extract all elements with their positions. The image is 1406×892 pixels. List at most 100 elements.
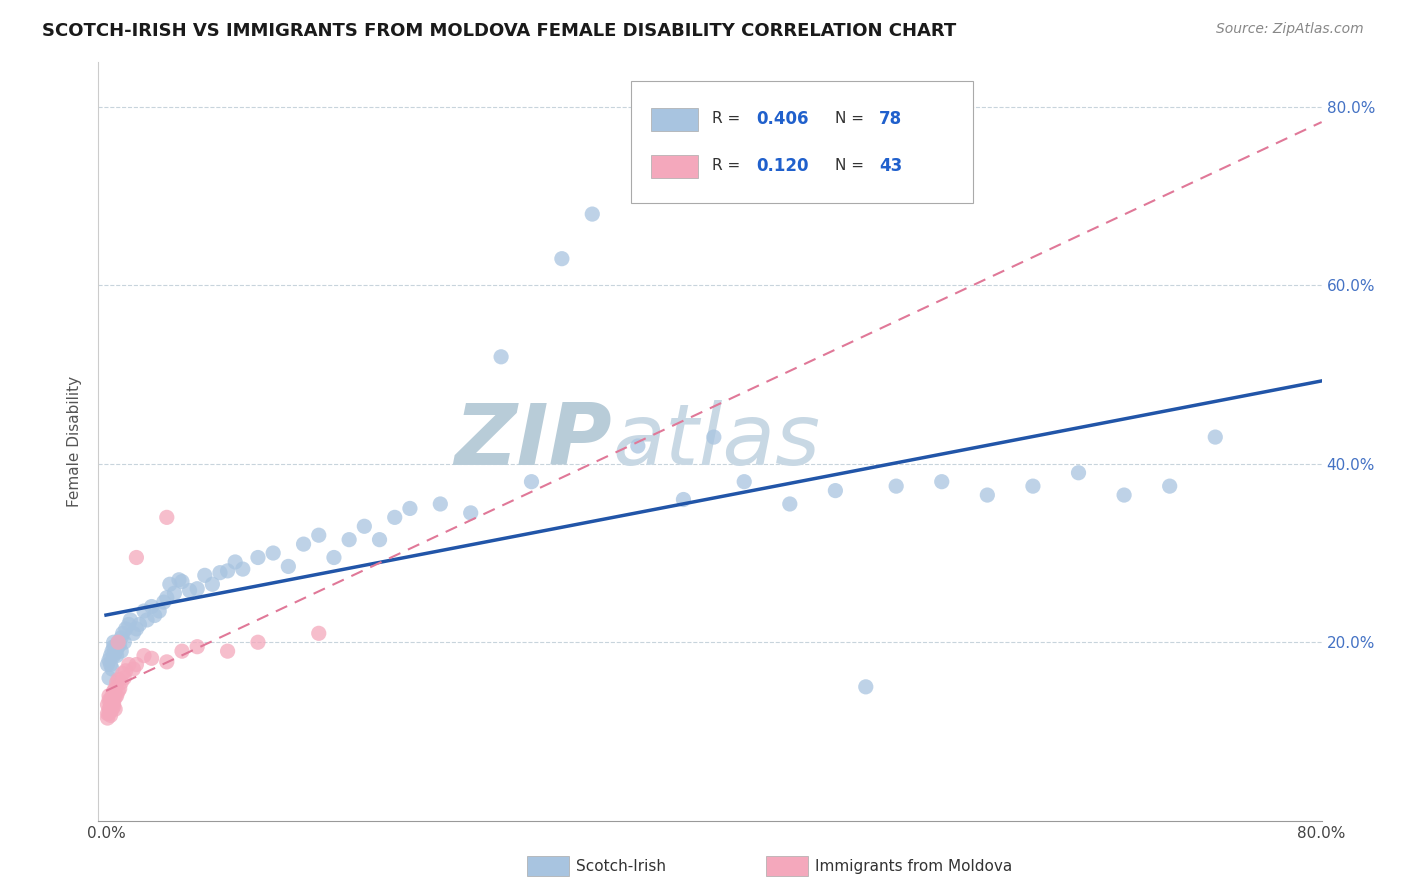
- Point: [103, 648, 125, 663]
- Point: [103, 696, 125, 710]
- Point: [136, 613, 159, 627]
- Point: [672, 492, 695, 507]
- Point: [246, 550, 269, 565]
- Point: [581, 207, 603, 221]
- Text: 78: 78: [879, 110, 903, 128]
- Point: [101, 698, 124, 712]
- Text: 0.120: 0.120: [756, 157, 808, 175]
- Point: [1022, 479, 1045, 493]
- Point: [100, 699, 122, 714]
- Point: [627, 439, 650, 453]
- Point: [976, 488, 998, 502]
- Point: [104, 690, 127, 705]
- Point: [262, 546, 284, 560]
- Point: [122, 626, 145, 640]
- Point: [107, 635, 129, 649]
- Point: [292, 537, 315, 551]
- Point: [703, 430, 725, 444]
- Point: [855, 680, 877, 694]
- Point: [100, 657, 122, 672]
- Point: [101, 689, 124, 703]
- Point: [779, 497, 801, 511]
- Point: [125, 622, 148, 636]
- Point: [98, 689, 121, 703]
- Point: [112, 671, 135, 685]
- Point: [152, 595, 174, 609]
- Point: [114, 622, 136, 636]
- Point: [104, 702, 127, 716]
- Point: [103, 690, 125, 705]
- Text: 43: 43: [879, 157, 903, 175]
- Point: [1159, 479, 1181, 493]
- Point: [103, 699, 125, 714]
- Point: [141, 651, 163, 665]
- Point: [884, 479, 907, 493]
- Point: [201, 577, 224, 591]
- Point: [128, 617, 150, 632]
- Point: [489, 350, 512, 364]
- Point: [104, 681, 127, 696]
- Point: [167, 573, 190, 587]
- Point: [118, 617, 141, 632]
- FancyBboxPatch shape: [630, 81, 973, 202]
- Point: [100, 648, 122, 663]
- FancyBboxPatch shape: [651, 155, 697, 178]
- Point: [179, 583, 201, 598]
- Point: [100, 708, 122, 723]
- Point: [368, 533, 391, 547]
- Point: [101, 644, 124, 658]
- Point: [159, 577, 181, 591]
- Point: [208, 566, 231, 580]
- Point: [118, 657, 141, 672]
- Point: [337, 533, 360, 547]
- Point: [132, 604, 155, 618]
- Point: [105, 675, 128, 690]
- Point: [217, 644, 239, 658]
- Point: [98, 653, 121, 667]
- Point: [100, 693, 122, 707]
- Point: [104, 640, 127, 654]
- Point: [105, 689, 128, 703]
- Text: Source: ZipAtlas.com: Source: ZipAtlas.com: [1216, 22, 1364, 37]
- Point: [114, 664, 136, 678]
- Point: [399, 501, 422, 516]
- Point: [824, 483, 846, 498]
- Point: [96, 706, 118, 721]
- Point: [308, 626, 330, 640]
- Point: [103, 635, 125, 649]
- Point: [110, 675, 132, 690]
- Point: [1204, 430, 1226, 444]
- Point: [353, 519, 375, 533]
- Point: [224, 555, 246, 569]
- Point: [111, 666, 134, 681]
- Point: [170, 574, 193, 589]
- Point: [170, 644, 193, 658]
- Point: [112, 635, 135, 649]
- Text: Immigrants from Moldova: Immigrants from Moldova: [815, 859, 1012, 873]
- Point: [103, 684, 125, 698]
- Point: [460, 506, 482, 520]
- Point: [148, 604, 170, 618]
- Point: [107, 684, 129, 698]
- Point: [98, 693, 121, 707]
- Point: [143, 608, 166, 623]
- Point: [520, 475, 543, 489]
- Point: [141, 599, 163, 614]
- Point: [108, 681, 131, 696]
- Point: [107, 640, 129, 654]
- Point: [308, 528, 330, 542]
- Point: [108, 637, 131, 651]
- Point: [103, 640, 125, 654]
- Y-axis label: Female Disability: Female Disability: [67, 376, 83, 508]
- Point: [105, 642, 128, 657]
- Point: [323, 550, 346, 565]
- Point: [551, 252, 574, 266]
- Point: [733, 475, 755, 489]
- Point: [429, 497, 451, 511]
- Point: [384, 510, 406, 524]
- Text: N =: N =: [835, 158, 869, 173]
- Text: SCOTCH-IRISH VS IMMIGRANTS FROM MOLDOVA FEMALE DISABILITY CORRELATION CHART: SCOTCH-IRISH VS IMMIGRANTS FROM MOLDOVA …: [42, 22, 956, 40]
- Point: [125, 550, 148, 565]
- Point: [186, 582, 208, 596]
- Point: [101, 702, 124, 716]
